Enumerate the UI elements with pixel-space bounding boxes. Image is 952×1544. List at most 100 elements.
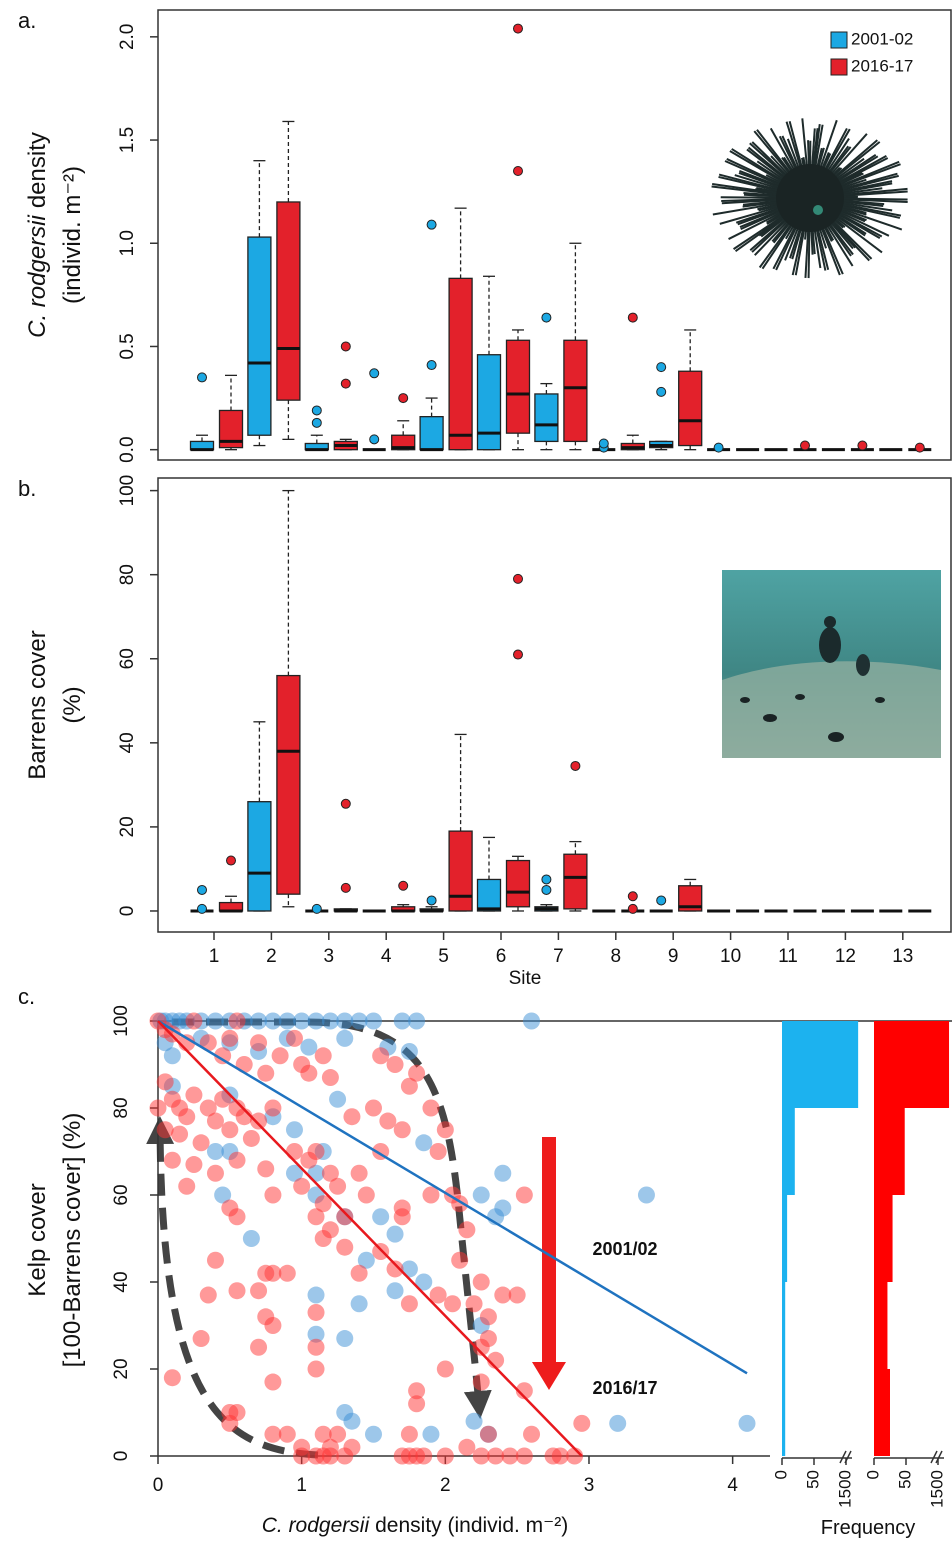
point (329, 1177, 347, 1195)
point (458, 1221, 476, 1239)
point (487, 1447, 505, 1465)
point (250, 1012, 268, 1030)
point (479, 1308, 497, 1326)
y-tick-label: 60 (117, 648, 138, 669)
axis-breaks (839, 1450, 943, 1464)
outlier (197, 372, 207, 383)
urchin-body (776, 164, 844, 232)
y-tick-label: 20 (111, 1358, 132, 1379)
x-tick-label: 9 (668, 946, 679, 967)
point (329, 1425, 347, 1443)
outlier (369, 434, 380, 445)
fit-label: 2001/02 (592, 1239, 657, 1259)
legend-swatch (830, 31, 848, 49)
outlier (656, 386, 667, 397)
point (350, 1295, 368, 1313)
point (199, 1034, 217, 1052)
point (228, 1151, 246, 1169)
point (221, 1199, 239, 1217)
x-tick-label: 3 (324, 946, 335, 967)
x-tick-label: 1 (296, 1475, 307, 1496)
point (465, 1412, 483, 1430)
x-tick-label: 0 (153, 1475, 164, 1496)
point (436, 1121, 454, 1139)
outlier (311, 417, 322, 428)
box (476, 878, 502, 912)
outlier (627, 891, 638, 902)
outlier (656, 362, 667, 373)
point (264, 1373, 282, 1391)
x-tick-label: 3 (584, 1475, 595, 1496)
x-tick-label: 6 (496, 946, 507, 967)
point (285, 1121, 303, 1139)
point (278, 1425, 296, 1443)
outlier (713, 442, 724, 453)
hist-tick-label: 0 (771, 1470, 790, 1479)
x-tick-label: 12 (835, 946, 856, 967)
point (523, 1012, 541, 1030)
point (408, 1064, 426, 1082)
point (364, 1425, 382, 1443)
x-tick-label: 11 (778, 946, 798, 967)
point (307, 1208, 325, 1226)
point (386, 1225, 404, 1243)
y-tick-label: 1.0 (117, 230, 138, 256)
y-tick-label: 0 (111, 1451, 132, 1462)
urchin-mouth (813, 205, 823, 215)
point (307, 1286, 325, 1304)
point (257, 1264, 275, 1282)
point (156, 1073, 174, 1091)
point (336, 1012, 354, 1030)
x-tick-label: 13 (892, 946, 913, 967)
point (350, 1264, 368, 1282)
x-tick-label: 8 (611, 946, 622, 967)
point (429, 1143, 447, 1160)
point (264, 1099, 282, 1117)
y-tick-label: 20 (117, 816, 138, 837)
point (336, 1330, 354, 1348)
point (307, 1360, 325, 1378)
point (264, 1186, 282, 1204)
point (400, 1425, 418, 1443)
point (372, 1243, 390, 1261)
x-tick-label: 5 (438, 946, 449, 967)
y-axis-label: [100-Barrens cover] (%) (59, 1113, 86, 1368)
y-axis-label: Kelp cover (24, 1183, 51, 1296)
urchin-photo (711, 118, 908, 279)
legend-label: 2016-17 (851, 56, 913, 75)
point (293, 1012, 311, 1030)
point (242, 1129, 260, 1147)
panel-label: a. (18, 8, 36, 33)
point (429, 1286, 447, 1304)
decline-arrow (532, 1137, 566, 1390)
point (307, 1143, 325, 1160)
point (573, 1414, 591, 1432)
hist-bar (782, 1282, 786, 1369)
y-axis-label: (%) (59, 686, 86, 723)
point (314, 1195, 332, 1213)
point (199, 1286, 217, 1304)
outlier (598, 438, 609, 449)
point (185, 1012, 203, 1030)
point (214, 1090, 232, 1108)
box (563, 853, 588, 910)
hist-tick-label: 1500 (927, 1470, 946, 1508)
y-axis-label-units: (individ. m⁻²) (59, 166, 86, 304)
point (393, 1208, 411, 1226)
point (206, 1112, 224, 1130)
point (214, 1186, 232, 1204)
outlier (513, 573, 523, 584)
outlier (627, 903, 638, 914)
point (451, 1251, 469, 1269)
hist-bar (874, 1108, 905, 1195)
point (393, 1121, 411, 1139)
x-axis-label-text: density (individ. m⁻²) (375, 1514, 568, 1537)
point (400, 1077, 418, 1095)
box (391, 434, 416, 451)
point (336, 1238, 354, 1256)
point (386, 1056, 404, 1073)
point (221, 1414, 239, 1432)
hist-bar (874, 1282, 888, 1369)
point (372, 1047, 390, 1065)
